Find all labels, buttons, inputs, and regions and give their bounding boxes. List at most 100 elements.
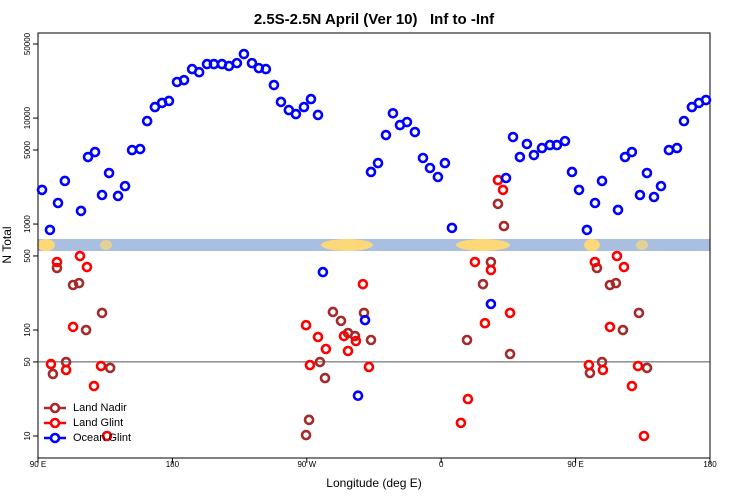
data-point bbox=[573, 184, 585, 196]
data-point bbox=[298, 101, 310, 113]
data-point bbox=[317, 266, 329, 278]
x-tick-label: 180 bbox=[703, 460, 717, 469]
data-point bbox=[497, 184, 509, 196]
data-point bbox=[335, 315, 347, 327]
data-point bbox=[581, 224, 593, 236]
data-point bbox=[365, 166, 377, 178]
data-point bbox=[81, 261, 93, 273]
data-point bbox=[477, 278, 489, 290]
data-point bbox=[492, 198, 504, 210]
data-point bbox=[134, 143, 146, 155]
data-point bbox=[300, 429, 312, 441]
data-point bbox=[75, 205, 87, 217]
data-point bbox=[163, 95, 175, 107]
data-point bbox=[349, 330, 361, 342]
data-point bbox=[67, 279, 79, 291]
y-tick-label: 10 bbox=[23, 431, 32, 440]
data-point bbox=[597, 364, 609, 376]
data-point bbox=[51, 262, 63, 274]
data-point bbox=[268, 79, 280, 91]
data-point bbox=[504, 307, 516, 319]
data-point bbox=[514, 151, 526, 163]
data-point bbox=[290, 108, 302, 120]
data-point bbox=[566, 166, 578, 178]
data-point bbox=[357, 278, 369, 290]
data-point bbox=[492, 174, 504, 186]
data-point bbox=[365, 334, 377, 346]
legend-label: Ocean Glint bbox=[73, 432, 131, 444]
data-point bbox=[500, 172, 512, 184]
data-point bbox=[432, 171, 444, 183]
data-point bbox=[591, 262, 603, 274]
y-axis-label: N Total bbox=[0, 226, 14, 263]
chart-title: 2.5S-2.5N April (Ver 10) Inf to -Inf bbox=[254, 11, 495, 28]
data-point bbox=[485, 264, 497, 276]
y-tick-label: 100 bbox=[23, 323, 32, 337]
data-point bbox=[610, 277, 622, 289]
data-point bbox=[112, 190, 124, 202]
data-point bbox=[559, 135, 571, 147]
data-point bbox=[551, 139, 563, 151]
data-point bbox=[363, 361, 375, 373]
y-tick-label: 1000 bbox=[23, 215, 32, 233]
y-tick-label: 5000 bbox=[23, 141, 32, 159]
data-point bbox=[359, 314, 371, 326]
data-point bbox=[648, 191, 660, 203]
data-point bbox=[485, 298, 497, 310]
data-point bbox=[352, 390, 364, 402]
data-point bbox=[342, 345, 354, 357]
data-point bbox=[52, 197, 64, 209]
data-point bbox=[59, 175, 71, 187]
data-point bbox=[303, 414, 315, 426]
data-point bbox=[655, 180, 667, 192]
data-point bbox=[178, 74, 190, 86]
data-point bbox=[417, 152, 429, 164]
data-point bbox=[60, 364, 72, 376]
data-point bbox=[634, 189, 646, 201]
data-point bbox=[88, 380, 100, 392]
data-point bbox=[275, 96, 287, 108]
y-tick-label: 50000 bbox=[23, 32, 32, 55]
data-point bbox=[671, 142, 683, 154]
data-point bbox=[104, 362, 116, 374]
data-point bbox=[401, 116, 413, 128]
data-point bbox=[246, 57, 258, 69]
data-point bbox=[633, 307, 645, 319]
data-point bbox=[96, 189, 108, 201]
data-point bbox=[663, 144, 675, 156]
data-point bbox=[641, 167, 653, 179]
data-point bbox=[604, 279, 616, 291]
data-point bbox=[260, 63, 272, 75]
data-point bbox=[67, 321, 79, 333]
data-point bbox=[678, 115, 690, 127]
data-point bbox=[612, 204, 624, 216]
data-point bbox=[439, 157, 451, 169]
x-tick-label: 90 E bbox=[567, 460, 583, 469]
data-point bbox=[641, 362, 653, 374]
data-point bbox=[312, 331, 324, 343]
data-point bbox=[507, 131, 519, 143]
data-point bbox=[700, 94, 712, 106]
data-point bbox=[604, 321, 616, 333]
data-point bbox=[498, 220, 510, 232]
land-strip bbox=[37, 239, 710, 251]
data-point bbox=[387, 107, 399, 119]
legend-label: Land Nadir bbox=[73, 402, 127, 414]
data-point bbox=[119, 180, 131, 192]
data-point bbox=[101, 430, 113, 442]
data-point bbox=[618, 261, 630, 273]
x-tick-label: 0 bbox=[439, 460, 444, 469]
data-point bbox=[455, 417, 467, 429]
data-point bbox=[304, 359, 316, 371]
data-point bbox=[95, 360, 107, 372]
data-point bbox=[82, 151, 94, 163]
data-point bbox=[73, 277, 85, 289]
data-point bbox=[521, 138, 533, 150]
legend-marker bbox=[49, 432, 61, 444]
data-point bbox=[462, 393, 474, 405]
data-point bbox=[231, 57, 243, 69]
data-point bbox=[596, 175, 608, 187]
data-point bbox=[583, 359, 595, 371]
data-point bbox=[312, 109, 324, 121]
